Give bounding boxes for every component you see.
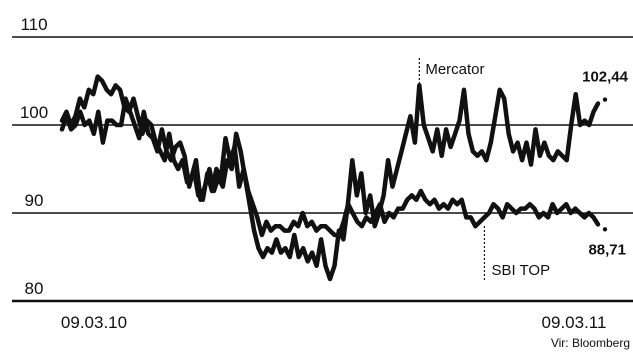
sbi-top-end-value: 88,71 [588,241,626,258]
y-tick-label-110: 110 [20,15,47,34]
source-note: Vir: Bloomberg [551,336,630,350]
y-tick-label-100: 100 [20,103,48,122]
series-line-sbi-top [59,96,601,238]
mercator-annotation-label: Mercator [425,61,484,78]
annotations: Mercator SBI TOP [418,58,550,282]
y-tick-label-80: 80 [25,279,44,298]
y-tick-labels: 80 90 100 110 [20,15,48,298]
sbi-top-annotation-label: SBI TOP [491,262,550,279]
x-tick-label-end: 09.03.11 [542,313,607,332]
y-tick-label-90: 90 [25,191,44,210]
mercator-end-dot [602,97,608,102]
series-lines [59,74,601,282]
x-tick-label-start: 09.03.10 [61,313,127,332]
series-line-mercator [59,74,601,282]
mercator-end-value: 102,44 [582,69,629,86]
end-value-labels: 102,44 88,71 [582,69,629,259]
sbi-top-end-dot [602,227,608,232]
